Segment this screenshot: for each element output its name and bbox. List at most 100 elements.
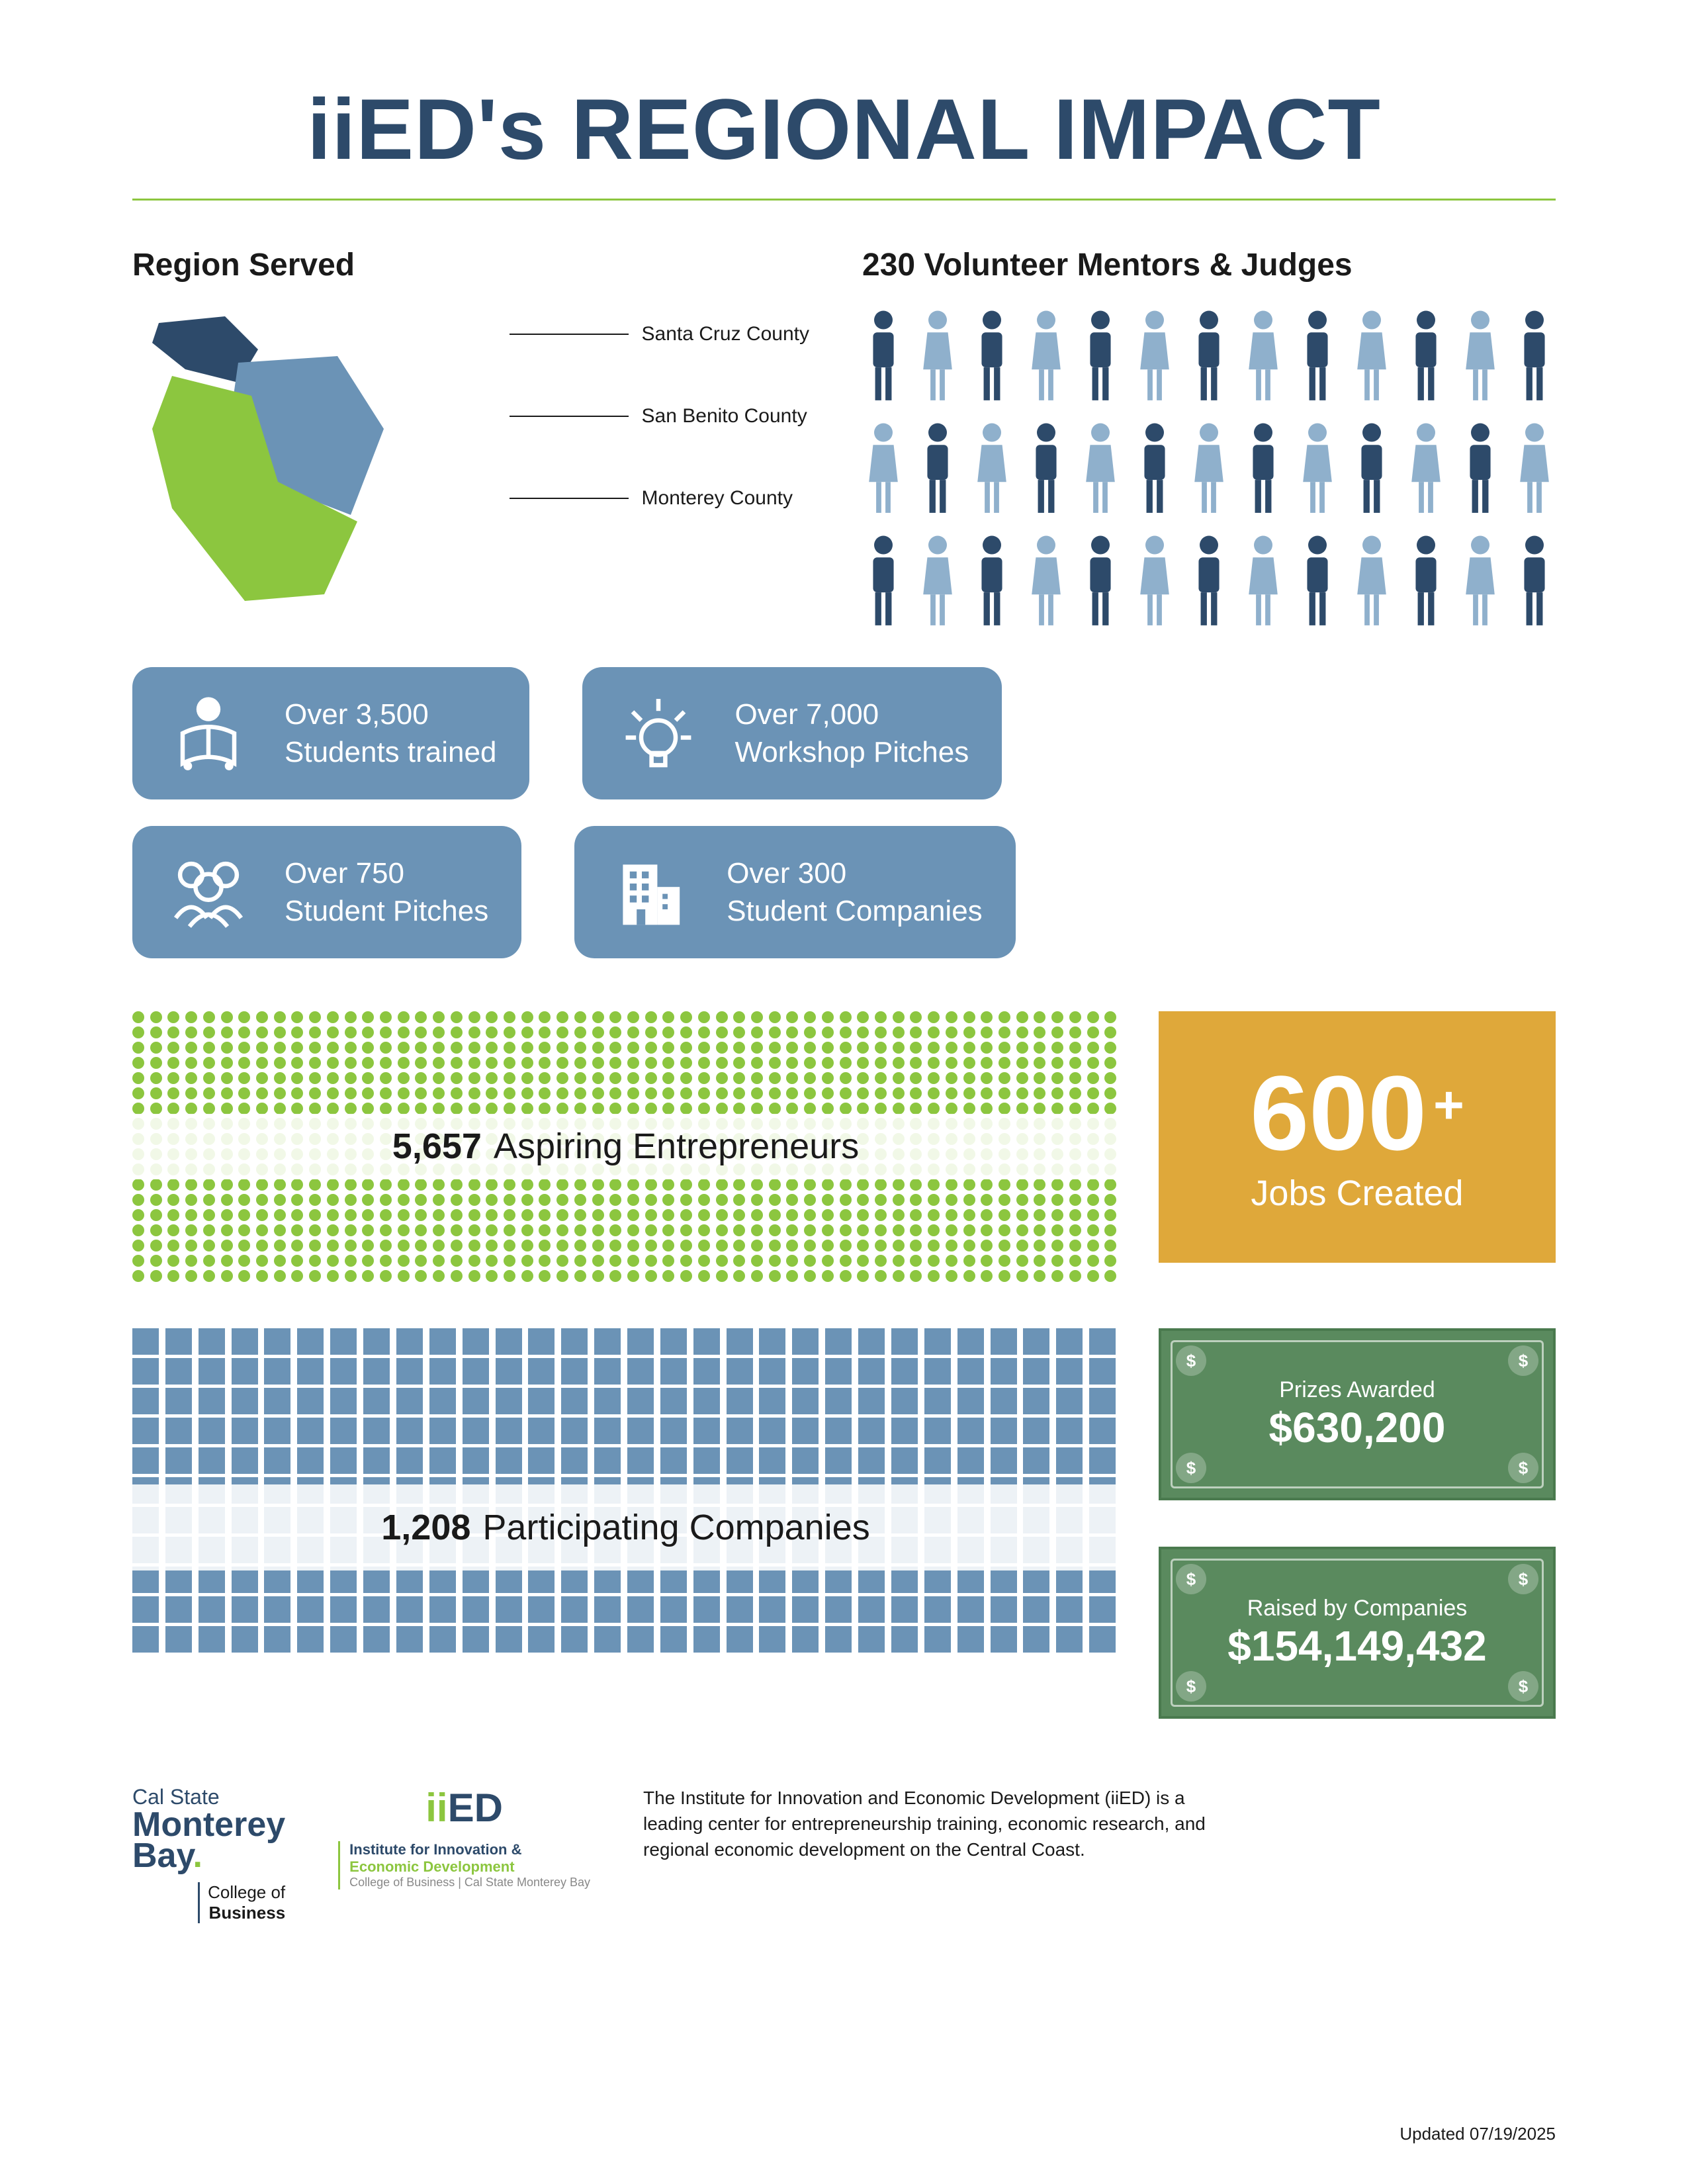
entrepreneurs-label: Aspiring Entrepreneurs bbox=[494, 1126, 859, 1167]
people-grid bbox=[862, 310, 1556, 627]
title-prefix: iiED's bbox=[307, 81, 571, 177]
person-male-icon bbox=[1513, 535, 1556, 627]
map-label-santa-cruz: Santa Cruz County bbox=[510, 323, 809, 345]
dollar-icon: $ bbox=[1176, 1564, 1206, 1594]
person-female-icon bbox=[1025, 535, 1067, 627]
entrepreneurs-band: 5,657 Aspiring Entrepreneurs bbox=[132, 1114, 1119, 1179]
mentors-heading: 230 Volunteer Mentors & Judges bbox=[862, 247, 1556, 283]
person-female-icon bbox=[1242, 310, 1284, 402]
raised-label: Raised by Companies bbox=[1247, 1596, 1468, 1621]
jobs-number: 600+ bbox=[1250, 1060, 1464, 1166]
companies-number: 1,208 bbox=[381, 1507, 470, 1548]
person-male-icon bbox=[1405, 310, 1447, 402]
person-female-icon bbox=[1133, 535, 1176, 627]
person-female-icon bbox=[1513, 422, 1556, 515]
person-female-icon bbox=[916, 310, 959, 402]
person-female-icon bbox=[1351, 535, 1393, 627]
region-map: Santa Cruz County San Benito County Mont… bbox=[132, 310, 809, 627]
stat-text: Over 3,500Students trained bbox=[285, 696, 496, 771]
person-male-icon bbox=[862, 310, 905, 402]
jobs-created-box: 600+ Jobs Created bbox=[1159, 1011, 1556, 1263]
map-svg bbox=[132, 310, 476, 614]
reader-icon bbox=[165, 690, 251, 776]
person-male-icon bbox=[862, 535, 905, 627]
iied-logo: iiED Institute for Innovation & Economic… bbox=[338, 1785, 590, 1889]
person-male-icon bbox=[1242, 422, 1284, 515]
person-male-icon bbox=[1513, 310, 1556, 402]
person-female-icon bbox=[1242, 535, 1284, 627]
prizes-bill: $ $ $ $ Prizes Awarded $630,200 bbox=[1159, 1328, 1556, 1500]
mentors-column: 230 Volunteer Mentors & Judges bbox=[862, 247, 1556, 641]
stat-student-companies: Over 300Student Companies bbox=[574, 826, 1015, 958]
person-male-icon bbox=[1296, 310, 1339, 402]
prizes-amount: $630,200 bbox=[1269, 1403, 1446, 1452]
map-label-monterey: Monterey County bbox=[510, 487, 809, 510]
person-female-icon bbox=[1405, 422, 1447, 515]
stat-pills-row2: Over 750Student Pitches Over 300Student … bbox=[132, 799, 1556, 958]
jobs-label: Jobs Created bbox=[1251, 1173, 1463, 1214]
person-female-icon bbox=[1025, 310, 1067, 402]
csumb-logo: Cal State Monterey Bay. College ofBusine… bbox=[132, 1785, 285, 1923]
dollar-icon: $ bbox=[1176, 1453, 1206, 1483]
person-female-icon bbox=[971, 422, 1013, 515]
raised-amount: $154,149,432 bbox=[1227, 1621, 1487, 1670]
entrepreneurs-block: 5,657 Aspiring Entrepreneurs bbox=[132, 1011, 1119, 1282]
person-male-icon bbox=[1079, 310, 1122, 402]
region-heading: Region Served bbox=[132, 247, 809, 283]
title-rest: REGIONAL IMPACT bbox=[571, 81, 1381, 177]
lower-grid: 5,657 Aspiring Entrepreneurs 600+ Jobs C… bbox=[132, 1011, 1556, 1719]
prizes-label: Prizes Awarded bbox=[1279, 1377, 1435, 1403]
map-labels: Santa Cruz County San Benito County Mont… bbox=[510, 323, 809, 569]
person-male-icon bbox=[1351, 422, 1393, 515]
updated-date: Updated 07/19/2025 bbox=[1399, 2124, 1556, 2144]
dollar-icon: $ bbox=[1508, 1564, 1538, 1594]
page-title: iiED's REGIONAL IMPACT bbox=[132, 79, 1556, 179]
person-female-icon bbox=[1459, 310, 1501, 402]
person-female-icon bbox=[1133, 310, 1176, 402]
building-icon bbox=[607, 849, 693, 935]
map-label-san-benito: San Benito County bbox=[510, 405, 809, 428]
dollar-icon: $ bbox=[1508, 1671, 1538, 1702]
people-row bbox=[862, 310, 1556, 402]
person-female-icon bbox=[1351, 310, 1393, 402]
people-row bbox=[862, 422, 1556, 515]
footer: Cal State Monterey Bay. College ofBusine… bbox=[132, 1785, 1556, 1923]
person-male-icon bbox=[971, 310, 1013, 402]
person-male-icon bbox=[1296, 535, 1339, 627]
people-row bbox=[862, 535, 1556, 627]
person-female-icon bbox=[1296, 422, 1339, 515]
dollar-icon: $ bbox=[1508, 1453, 1538, 1483]
top-columns: Region Served Santa Cruz County San Beni… bbox=[132, 247, 1556, 641]
person-female-icon bbox=[862, 422, 905, 515]
stat-text: Over 7,000Workshop Pitches bbox=[734, 696, 969, 771]
dollar-icon: $ bbox=[1176, 1345, 1206, 1376]
group-icon bbox=[165, 849, 251, 935]
dollar-icon: $ bbox=[1508, 1345, 1538, 1376]
entrepreneurs-number: 5,657 bbox=[392, 1126, 482, 1167]
person-male-icon bbox=[1405, 535, 1447, 627]
title-underline bbox=[132, 199, 1556, 201]
stat-students-trained: Over 3,500Students trained bbox=[132, 667, 529, 799]
raised-bill: $ $ $ $ Raised by Companies $154,149,432 bbox=[1159, 1547, 1556, 1719]
companies-block: 1,208 Participating Companies bbox=[132, 1328, 1119, 1719]
stat-student-pitches: Over 750Student Pitches bbox=[132, 826, 521, 958]
person-male-icon bbox=[971, 535, 1013, 627]
stat-workshop-pitches: Over 7,000Workshop Pitches bbox=[582, 667, 1002, 799]
person-female-icon bbox=[1459, 535, 1501, 627]
person-male-icon bbox=[1133, 422, 1176, 515]
person-female-icon bbox=[1079, 422, 1122, 515]
person-male-icon bbox=[1188, 310, 1230, 402]
person-male-icon bbox=[1025, 422, 1067, 515]
companies-band: 1,208 Participating Companies bbox=[132, 1484, 1119, 1570]
person-male-icon bbox=[1459, 422, 1501, 515]
footer-description: The Institute for Innovation and Economi… bbox=[643, 1785, 1239, 1863]
person-male-icon bbox=[1079, 535, 1122, 627]
bulb-icon bbox=[615, 690, 701, 776]
stat-text: Over 300Student Companies bbox=[727, 854, 982, 930]
person-female-icon bbox=[916, 535, 959, 627]
stat-pills-row1: Over 3,500Students trained Over 7,000Wor… bbox=[132, 641, 1556, 799]
companies-label: Participating Companies bbox=[482, 1507, 869, 1548]
person-male-icon bbox=[916, 422, 959, 515]
person-female-icon bbox=[1188, 422, 1230, 515]
stat-text: Over 750Student Pitches bbox=[285, 854, 488, 930]
